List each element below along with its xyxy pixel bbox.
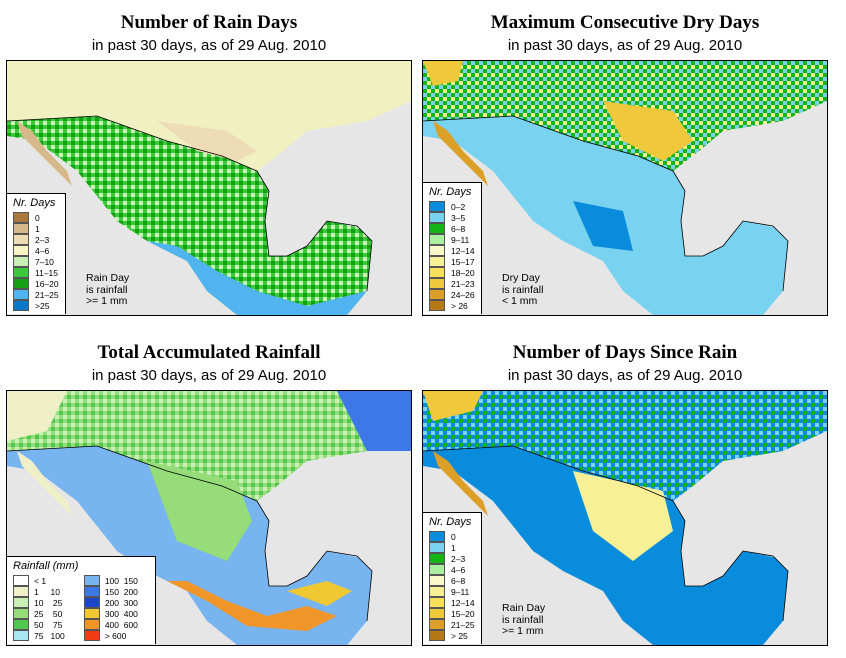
legend-title: Nr. Days <box>13 197 56 209</box>
panel-dry-days: Maximum Consecutive Dry Days in past 30 … <box>420 0 830 320</box>
legend-item: 2–3 <box>429 553 475 564</box>
legend-item: < 1 <box>13 575 76 586</box>
map-graphic <box>423 61 827 315</box>
legend-title: Rainfall (mm) <box>13 560 79 572</box>
legend-item: 4–6 <box>13 245 59 256</box>
panel-subtitle: in past 30 days, as of 29 Aug. 2010 <box>91 367 327 384</box>
rain-days-map <box>6 60 412 316</box>
days-since-rain-map <box>422 390 828 646</box>
panel-subtitle: in past 30 days, as of 29 Aug. 2010 <box>507 367 743 384</box>
legend-item: 100 150 <box>83 575 149 586</box>
panel-title: Number of Days Since Rain <box>512 342 738 363</box>
legend-item: 400 600 <box>83 619 149 630</box>
panel-subtitle: in past 30 days, as of 29 Aug. 2010 <box>91 37 327 54</box>
definition-note: Dry Day is rainfall < 1 mm <box>502 272 544 307</box>
legend-item: 0 <box>13 212 59 223</box>
legend-item: 10 25 <box>13 597 76 608</box>
legend-item: 2–3 <box>13 234 59 245</box>
legend-item: 15–20 <box>429 608 475 619</box>
legend: Nr. Days 0 1 2–3 4–6 7–10 11–15 16–20 21… <box>7 193 66 314</box>
panel-rain-days: Number of Rain Days in past 30 days, as … <box>4 0 414 320</box>
legend-item: 150 200 <box>83 586 149 597</box>
legend-item: 6–8 <box>429 223 475 234</box>
map-graphic <box>7 391 411 645</box>
legend-item: 0 <box>429 531 475 542</box>
legend-item: > 600 <box>83 630 149 641</box>
legend-item: 7–10 <box>13 256 59 267</box>
legend-item: 1 <box>13 223 59 234</box>
legend-title: Nr. Days <box>429 186 472 198</box>
legend-item: 75 100 <box>13 630 76 641</box>
total-rainfall-map <box>6 390 412 646</box>
legend-item: 6–8 <box>429 575 475 586</box>
map-graphic <box>7 61 411 315</box>
legend-item: 4–6 <box>429 564 475 575</box>
legend-item: 0–2 <box>429 201 475 212</box>
legend-item: 21–23 <box>429 278 475 289</box>
legend-item: 18–20 <box>429 267 475 278</box>
legend-item: 25 50 <box>13 608 76 619</box>
legend-item: 12–14 <box>429 245 475 256</box>
legend-item: 16–20 <box>13 278 59 289</box>
panel-title: Maximum Consecutive Dry Days <box>490 12 760 33</box>
legend-item: 1 <box>429 542 475 553</box>
legend: Nr. Days 0 1 2–3 4–6 6–8 9–11 12–14 15–2… <box>423 512 482 644</box>
legend: Nr. Days 0–2 3–5 6–8 9–11 12–14 15–17 18… <box>423 182 482 314</box>
legend-item: 15–17 <box>429 256 475 267</box>
legend-item: > 26 <box>429 300 475 311</box>
legend-item: 1 10 <box>13 586 76 597</box>
legend: Rainfall (mm) < 1 100 150 1 10 150 200 1… <box>7 556 156 644</box>
legend-item: 9–11 <box>429 234 475 245</box>
legend-item: 9–11 <box>429 586 475 597</box>
definition-note: Rain Day is rainfall >= 1 mm <box>502 602 546 637</box>
legend-item: > 25 <box>429 630 475 641</box>
legend-item: 200 300 <box>83 597 149 608</box>
definition-note: Rain Day is rainfall >= 1 mm <box>86 272 130 307</box>
legend-item: 300 400 <box>83 608 149 619</box>
panel-title: Total Accumulated Rainfall <box>97 342 321 363</box>
legend-item: 50 75 <box>13 619 76 630</box>
legend-item: >25 <box>13 300 59 311</box>
legend-title: Nr. Days <box>429 516 472 528</box>
legend-item: 3–5 <box>429 212 475 223</box>
panel-subtitle: in past 30 days, as of 29 Aug. 2010 <box>507 37 743 54</box>
legend-item: 24–26 <box>429 289 475 300</box>
panel-total-rainfall: Total Accumulated Rainfall in past 30 da… <box>4 330 414 650</box>
dry-days-map <box>422 60 828 316</box>
legend-item: 21–25 <box>429 619 475 630</box>
legend-item: 12–14 <box>429 597 475 608</box>
panel-days-since-rain: Number of Days Since Rain in past 30 day… <box>420 330 830 650</box>
legend-item: 11–15 <box>13 267 59 278</box>
legend-item: 21–25 <box>13 289 59 300</box>
map-graphic <box>423 391 827 645</box>
panel-title: Number of Rain Days <box>120 12 298 33</box>
